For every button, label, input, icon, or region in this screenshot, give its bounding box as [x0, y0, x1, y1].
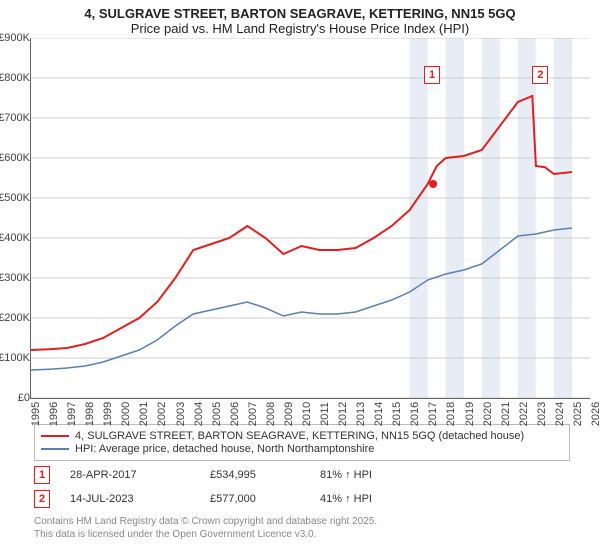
sale-marker: 2 — [532, 66, 548, 84]
sales-hpi: 41% ↑ HPI — [320, 493, 420, 505]
x-tick-label: 2009 — [283, 402, 295, 426]
sales-marker-box: 1 — [34, 466, 50, 484]
x-tick-label: 2003 — [175, 402, 187, 426]
x-tick-label: 2001 — [138, 402, 150, 426]
y-tick-label: £400K — [0, 232, 30, 244]
x-tick-label: 2025 — [572, 402, 584, 426]
chart-subtitle: Price paid vs. HM Land Registry's House … — [0, 21, 600, 36]
x-tick-label: 2022 — [518, 402, 530, 426]
x-tick-label: 2013 — [355, 402, 367, 426]
x-tick-label: 2019 — [464, 402, 476, 426]
y-tick-label: £100K — [0, 352, 30, 364]
plot-svg — [31, 38, 590, 398]
sales-date: 28-APR-2017 — [70, 469, 210, 481]
x-tick-label: 1997 — [66, 402, 78, 426]
x-tick-label: 2008 — [265, 402, 277, 426]
y-tick-label: £900K — [0, 32, 30, 44]
y-tick-label: £200K — [0, 312, 30, 324]
chart-container: 4, SULGRAVE STREET, BARTON SEAGRAVE, KET… — [0, 0, 600, 560]
y-tick-label: £600K — [0, 152, 30, 164]
legend-label: 4, SULGRAVE STREET, BARTON SEAGRAVE, KET… — [75, 430, 524, 442]
x-tick-label: 1996 — [48, 402, 60, 426]
x-tick-label: 2002 — [156, 402, 168, 426]
y-tick-label: £0 — [18, 392, 30, 404]
sales-price: £534,995 — [210, 469, 320, 481]
y-axis: £0£100K£200K£300K£400K£500K£600K£700K£80… — [0, 38, 30, 398]
x-tick-label: 2011 — [319, 402, 331, 426]
chart-area: £0 £100K £200K £300K £400K £500K £600K £700K £80… — [0, 38, 600, 418]
x-tick-label: 2020 — [482, 402, 494, 426]
x-tick-label: 2012 — [337, 402, 349, 426]
sales-row: 2 14-JUL-2023£577,00041% ↑ HPI — [34, 487, 570, 511]
sales-hpi: 81% ↑ HPI — [320, 469, 420, 481]
chart-title: 4, SULGRAVE STREET, BARTON SEAGRAVE, KET… — [0, 6, 600, 21]
legend-label: HPI: Average price, detached house, Nort… — [75, 443, 374, 455]
sales-date: 14-JUL-2023 — [70, 493, 210, 505]
x-tick-label: 2000 — [120, 402, 132, 426]
x-tick-label: 2021 — [500, 402, 512, 426]
x-tick-label: 2024 — [554, 402, 566, 426]
x-tick-label: 2006 — [229, 402, 241, 426]
sales-table: 1 28-APR-2017£534,99581% ↑ HPI 2 14-JUL-202… — [34, 463, 570, 511]
y-tick-label: £800K — [0, 72, 30, 84]
x-tick-label: 2015 — [391, 402, 403, 426]
footer-line2: This data is licensed under the Open Gov… — [34, 528, 570, 541]
footer-attribution: Contains HM Land Registry data © Crown c… — [34, 515, 570, 541]
sales-price: £577,000 — [210, 493, 320, 505]
y-tick-label: £500K — [0, 192, 30, 204]
x-tick-label: 2004 — [193, 402, 205, 426]
x-tick-label: 1999 — [102, 402, 114, 426]
sales-row: 1 28-APR-2017£534,99581% ↑ HPI — [34, 463, 570, 487]
x-tick-label: 2023 — [536, 402, 548, 426]
x-tick-label: 1995 — [30, 402, 42, 426]
legend-swatch — [41, 435, 69, 437]
x-tick-label: 2018 — [445, 402, 457, 426]
legend-swatch — [41, 448, 69, 450]
legend-row: 4, SULGRAVE STREET, BARTON SEAGRAVE, KET… — [41, 430, 563, 442]
plot-area — [30, 38, 590, 399]
x-axis: 1995 1996 1997 1998 1999 2000 2001 2002 2003 2004… — [30, 398, 590, 428]
x-tick-label: 2007 — [247, 402, 259, 426]
y-tick-label: £700K — [0, 112, 30, 124]
sales-marker-box: 2 — [34, 490, 50, 508]
x-tick-label: 2017 — [427, 402, 439, 426]
x-tick-label: 2026 — [590, 402, 600, 426]
legend-row: HPI: Average price, detached house, Nort… — [41, 443, 563, 455]
sale-marker: 1 — [424, 66, 440, 84]
footer-line1: Contains HM Land Registry data © Crown c… — [34, 515, 570, 528]
y-tick-label: £300K — [0, 272, 30, 284]
x-tick-label: 2014 — [373, 402, 385, 426]
x-tick-label: 2005 — [211, 402, 223, 426]
chart-title-block: 4, SULGRAVE STREET, BARTON SEAGRAVE, KET… — [0, 0, 600, 38]
x-tick-label: 2016 — [409, 402, 421, 426]
x-tick-label: 1998 — [84, 402, 96, 426]
x-tick-label: 2010 — [301, 402, 313, 426]
legend: 4, SULGRAVE STREET, BARTON SEAGRAVE, KET… — [34, 424, 570, 461]
